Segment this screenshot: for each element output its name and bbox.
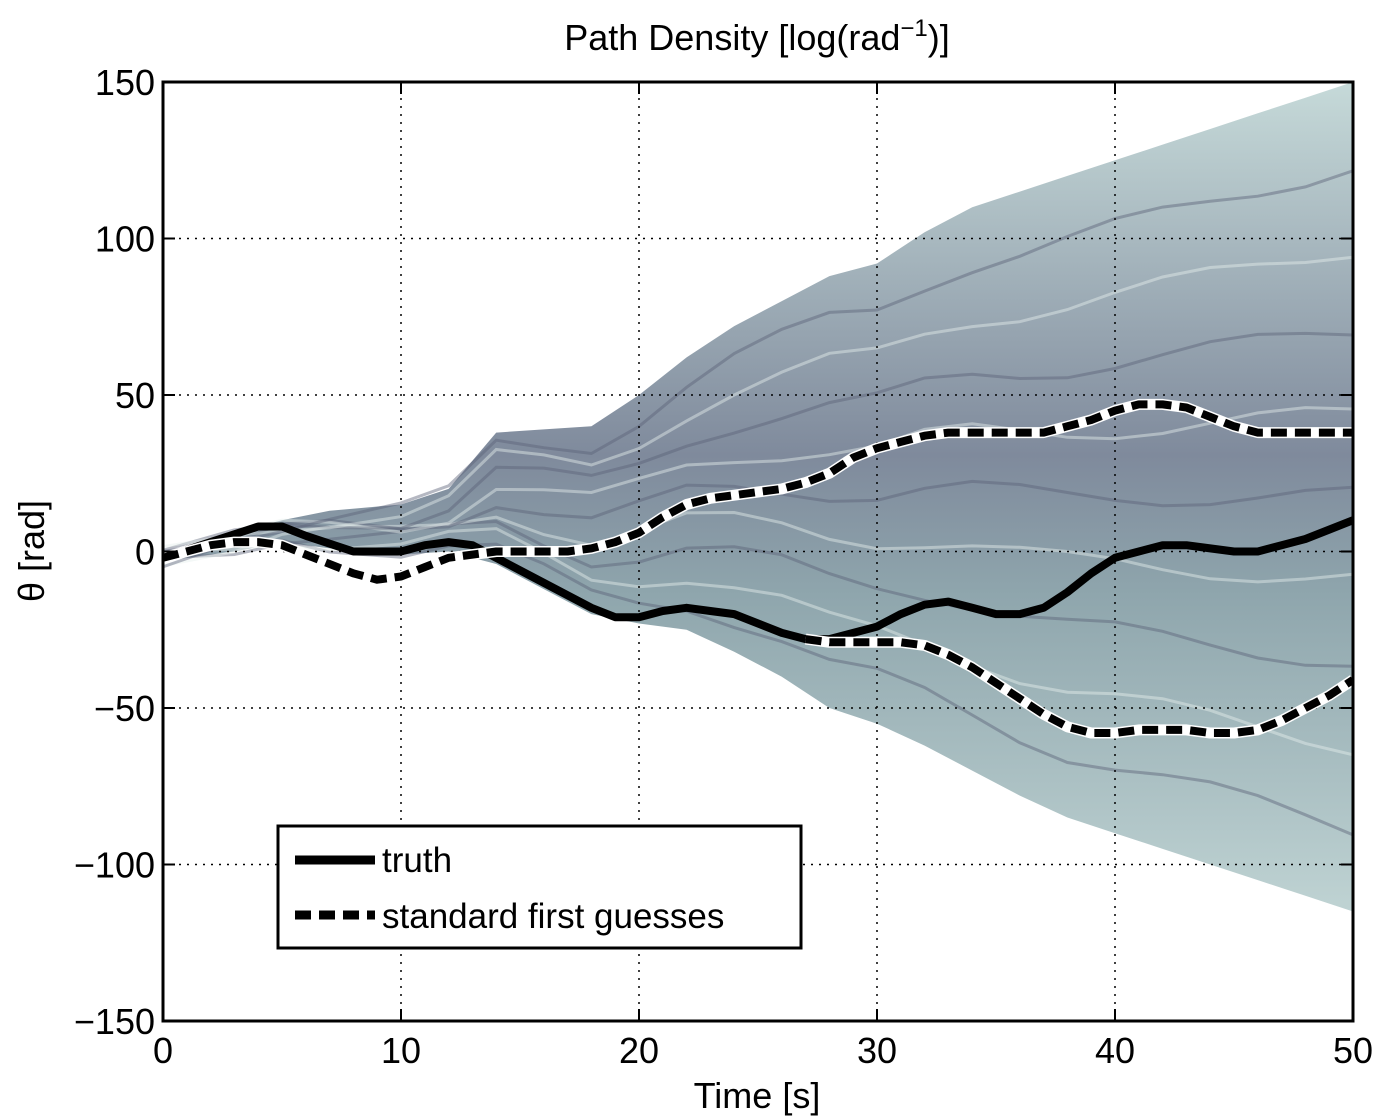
series-first-guess-line-1 xyxy=(163,400,1353,584)
density-streak xyxy=(163,527,1353,757)
density-streak xyxy=(163,510,1353,584)
x-tick-label: 30 xyxy=(857,1030,897,1071)
density-streak xyxy=(163,406,1353,562)
y-tick-label: 50 xyxy=(115,375,155,416)
x-tick-label: 20 xyxy=(619,1030,659,1071)
density-streak xyxy=(163,331,1353,552)
y-tick-label: −50 xyxy=(94,688,155,729)
y-tick-label: 0 xyxy=(135,532,155,573)
legend-truth-label: truth xyxy=(382,841,452,880)
y-tick-label: −150 xyxy=(74,1001,155,1042)
chart-title: Path Density [log(rad−1)] xyxy=(564,15,950,58)
chart-title-superscript: −1 xyxy=(900,15,927,42)
density-streak xyxy=(163,538,1353,837)
legend-box xyxy=(276,824,803,950)
x-tick-label: 10 xyxy=(381,1030,421,1071)
x-axis-label: Time [s] xyxy=(694,1075,821,1116)
axis-ticks: 0 10 20 30 40 50 150 100 50 0 −50 −100 −150 xyxy=(74,62,1373,1071)
x-tick-label: 40 xyxy=(1095,1030,1135,1071)
density-streak xyxy=(163,169,1353,553)
legend-first-guess-label: standard first guesses xyxy=(382,897,724,936)
y-axis-label: θ [rad] xyxy=(11,500,52,602)
density-streak xyxy=(163,255,1353,549)
y-tick-label: 100 xyxy=(95,219,155,260)
legend: truth standard first guesses xyxy=(276,824,803,950)
series-lines xyxy=(163,398,1353,739)
series-first-guess-line-2 xyxy=(805,635,1353,737)
y-tick-label: −100 xyxy=(74,845,155,886)
y-tick-label: 150 xyxy=(95,62,155,103)
x-tick-label: 50 xyxy=(1333,1030,1373,1071)
x-tick-label: 0 xyxy=(153,1030,173,1071)
